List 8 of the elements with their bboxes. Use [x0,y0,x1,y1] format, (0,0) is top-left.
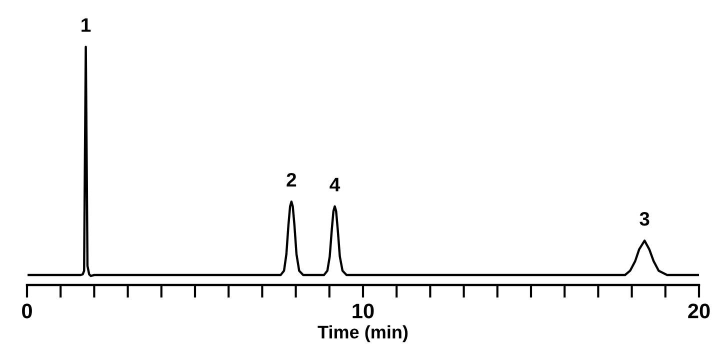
annotation: 2 [286,172,296,187]
x-tick-label: 20 [688,304,710,318]
x-tick-label: 0 [22,304,32,318]
x-axis-title: Time (min) [318,325,408,342]
annotation: 3 [640,212,650,226]
x-tick-label: 10 [352,304,374,318]
annotation: 4 [330,178,340,192]
annotation: 1 [82,18,91,32]
